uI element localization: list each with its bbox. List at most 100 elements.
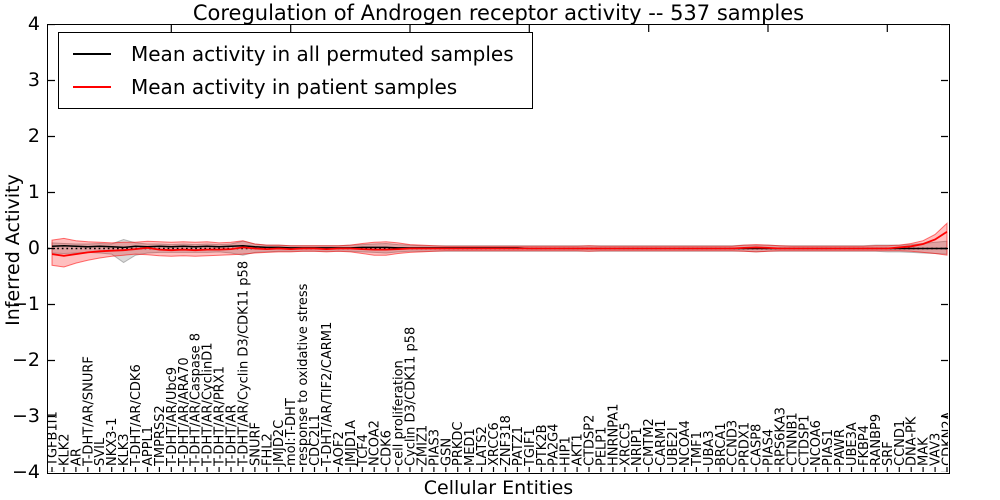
x-tick-label: XRCC5 [618,422,633,466]
x-tick-label: JMJD1A [344,420,359,467]
x-tick-label: AKT1 [571,433,586,466]
x-tick-label: Cyclin D3/CDK11 p58 [404,327,419,466]
x-tick-label: T-DHT/AR/CDK6 [129,364,144,467]
y-tick-label: 2 [27,125,40,147]
y-tick-label: −4 [11,461,40,483]
x-tick-label: CTDSP1 [797,415,812,466]
x-tick-label: T-DHT/AR/CyclinD1 [201,342,216,467]
x-axis-label: Cellular Entities [423,477,574,499]
x-tick-label: HNRNPA1 [606,404,621,466]
x-tick-label: NCOA2 [368,420,383,466]
y-tick-label: −3 [11,405,40,427]
x-tick-label: FKBP4 [857,425,872,466]
x-tick-label: CTDSP2 [583,415,598,466]
x-tick-label: PAWR [833,429,848,466]
x-tick-label: RANBP9 [869,414,884,466]
x-tick-label: UBE3A [845,422,860,466]
x-tick-label: FHL2 [260,433,275,466]
legend-label-permuted: Mean activity in all permuted samples [131,42,514,66]
x-tick-label: NCOA6 [809,420,824,466]
x-tick-label: DNA-PK [905,416,920,466]
plot-area: TGFB1I1 KLK2 AR T-DHT/AR/SNURF SVIL NKX3-1 KLK… [47,24,950,474]
x-tick-label: TGIF1 [523,428,538,467]
x-tick-label: T-DHT/AR/SNURF [81,356,96,467]
x-tick-label: JMJD2C [272,420,287,467]
x-tick-label: BRCA1 [714,422,729,466]
x-tick-label: SNURF [248,422,263,466]
x-tick-label: CCND3 [726,420,741,466]
x-tick-label: HIP1 [559,436,574,466]
chart-title: Coregulation of Androgen receptor activi… [192,1,805,25]
x-tick-label: LATS2 [475,426,490,466]
x-tick-label: CDKN2A [941,411,949,466]
legend-line-black-icon [73,53,111,55]
series-line-1 [51,230,948,257]
x-tick-label: T-DHT/AR/Caspase 8 [189,333,204,467]
x-tick-label: MAK [917,437,932,466]
x-tick-label: KLK2 [57,433,72,466]
y-tick-label: 0 [27,237,40,259]
x-tick-label: VAV3 [929,433,944,466]
x-tick-label: CCND1 [893,420,908,466]
x-tick-label: TMPRSS2 [153,405,168,467]
x-tick-label: T-DHT/AR/PRX1 [213,366,228,467]
x-tick-label: XRCC6 [487,422,502,466]
x-tick-label: CASP8 [750,424,765,466]
x-tick-label: PIAS4 [762,429,777,466]
x-tick-label: UBE2I [666,427,681,466]
x-tick-label: UBA3 [702,430,717,466]
x-tick-label: T-DHT/AR/Cyclin D3/CDK11 p58 [236,261,251,467]
y-tick-label: −2 [11,349,40,371]
x-tick-label: ZMIZ1 [415,425,430,466]
x-tick-label: T-DHT/AR/Ubc9 [165,367,180,467]
x-tick-label: CDC2L1 [308,414,323,466]
x-tick-label: response to oxidative stress [296,283,311,466]
x-tick-label: T-DHT/AR [225,405,240,467]
legend-label-patient: Mean activity in patient samples [131,75,458,99]
x-tick-label: CTNNB1 [785,412,800,466]
x-tick-label: T-DHT/AR/TIF2/CARM1 [320,322,335,467]
y-tick-label: 4 [27,13,40,35]
x-tick-label: TMF1 [690,431,705,467]
x-tick-label: TGFB1I1 [48,411,61,467]
y-tick-label: 3 [27,69,40,91]
x-tick-label: PIAS3 [427,429,442,466]
x-tick-label: APPL1 [141,426,156,466]
x-tick-label: PA2G4 [547,423,562,466]
x-tick-label: NCOA4 [678,420,693,466]
y-axis-label: Inferred Activity [2,174,24,326]
legend: Mean activity in all permuted samples Me… [58,32,533,109]
x-tick-label: RPS6KA3 [773,407,788,466]
axis-tick-marks [48,25,948,472]
x-tick-label: TCF4 [356,434,371,467]
x-tick-label: T-DHT/AR/ARA70 [177,357,192,467]
x-tick-label: CDK6 [380,430,395,466]
x-tick-label: GSN [439,438,454,466]
x-tick-label: SVIL [93,437,108,466]
x-tick-label: mol:T-DHT [284,398,299,466]
x-tick-label: KLK3 [117,433,132,466]
x-tick-label: MED1 [463,428,478,466]
x-tick-label: PTK2B [535,425,550,467]
x-tick-label: SRF [881,441,896,466]
x-tick-label: PRKDC [451,422,466,466]
y-tick-label: 1 [27,181,40,203]
band-1 [51,222,948,268]
x-tick-label: NRIP1 [630,427,645,466]
legend-entry-permuted: Mean activity in all permuted samples [73,43,514,65]
x-tick-label: PIAS1 [821,429,836,466]
x-tick-label: CARM1 [654,420,669,467]
x-tick-label: NKX3-1 [105,418,120,466]
x-tick-label: PELP1 [594,427,609,466]
x-tick-label: cell proliferation [392,360,407,466]
x-tick-label: AOF2 [332,431,347,466]
x-tick-label: ZNF318 [499,415,514,466]
y-tick-label: −1 [11,293,40,315]
chart-canvas: TGFB1I1KLK2ART-DHT/AR/SNURFSVILNKX3-1KLK… [48,25,948,472]
x-tick-label: AR [69,448,84,466]
x-tick-label: PRDX1 [738,422,753,466]
legend-entry-patient: Mean activity in patient samples [73,76,514,98]
x-tick-label: CMTM2 [642,418,657,466]
x-tick-label: PATZ1 [511,426,526,466]
